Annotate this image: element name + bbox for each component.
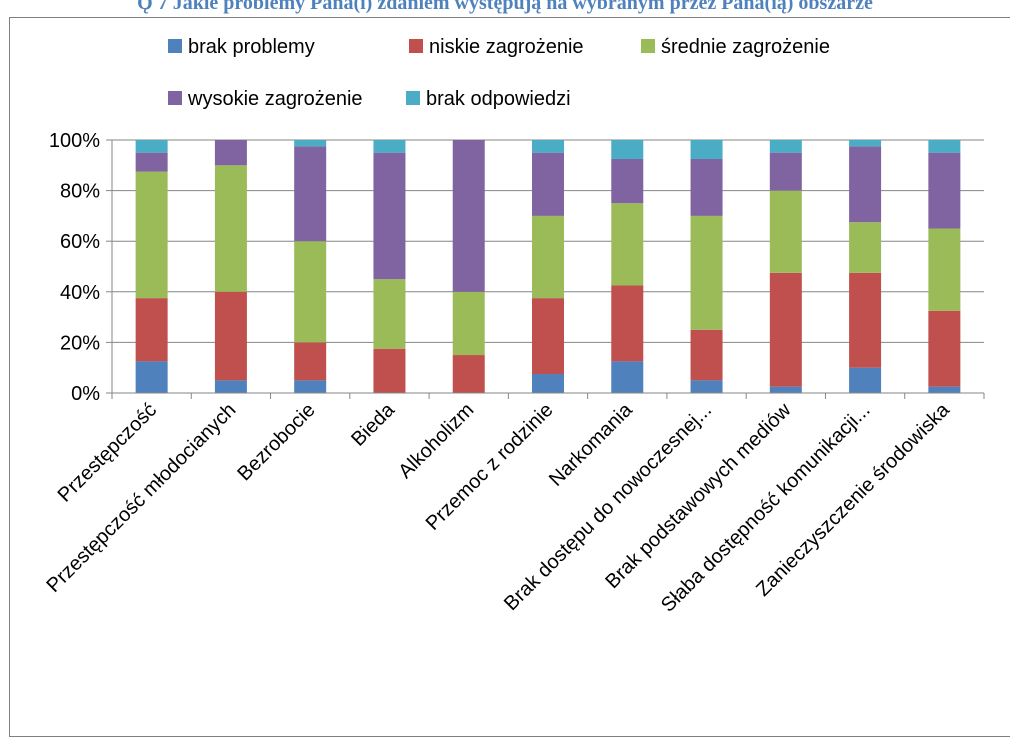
bar-segment <box>452 140 485 292</box>
y-tick-labels: 0% 20% 40% 60% 80% 100% <box>49 130 100 405</box>
bar-segment <box>611 361 644 393</box>
bar-segment <box>214 291 247 381</box>
bar-segment <box>849 140 882 147</box>
y-tick-label: 100% <box>49 130 100 152</box>
bar-segment <box>294 241 327 343</box>
legend-label: średnie zagrożenie <box>661 36 830 58</box>
y-tick-label: 20% <box>60 332 100 354</box>
y-tick-label: 60% <box>60 231 100 253</box>
legend-label: brak odpowiedzi <box>426 88 571 110</box>
bar-segment <box>214 165 247 292</box>
bar-segment <box>690 380 723 393</box>
bar-segment <box>135 140 168 153</box>
bar-segment <box>135 171 168 299</box>
bar-segment <box>611 158 644 204</box>
legend-label: brak problemy <box>188 36 315 58</box>
bar-segment <box>928 386 961 393</box>
bar-segment <box>373 348 406 393</box>
bar-segment <box>532 298 564 375</box>
y-tick-label: 40% <box>60 282 100 304</box>
y-tick-label: 0% <box>71 383 100 405</box>
legend-swatch <box>641 39 655 53</box>
bar-segment <box>928 140 961 153</box>
bar-segment <box>690 140 723 159</box>
bar-segment <box>532 140 564 153</box>
x-tick-label: Bezrobocie <box>233 399 319 485</box>
bar-segment <box>532 152 564 216</box>
bar-segment <box>294 380 327 393</box>
bar-segment <box>690 329 723 381</box>
bar-segment <box>690 158 723 216</box>
bar-segment <box>373 152 406 280</box>
bar-segment <box>294 146 327 242</box>
x-tick-label: Alkoholizm <box>394 399 478 483</box>
bar-segment <box>294 140 327 147</box>
bar-segment <box>214 380 247 393</box>
bar-segment <box>690 215 723 330</box>
page-title: Ǫ 7 Jakie problemy Pana(i) zdaniem wystę… <box>137 0 873 14</box>
legend-swatch <box>406 91 420 105</box>
chart-svg: 0% 20% 40% 60% 80% 100% PrzestępczośćPrzestęp… <box>43 36 985 617</box>
legend-swatch <box>168 91 182 105</box>
legend-label: niskie zagrożenie <box>429 36 584 58</box>
bar-segment <box>928 310 961 387</box>
bar-segment <box>611 203 644 286</box>
bar-segment <box>532 374 564 393</box>
bar-segment <box>849 222 882 273</box>
bar-segment <box>214 140 247 166</box>
bar-segment <box>532 215 564 299</box>
legend: brak problemy niskie zagrożenie średnie za… <box>168 36 830 110</box>
bar-segment <box>294 342 327 381</box>
bar-segment <box>769 140 802 153</box>
bar-segment <box>769 152 802 191</box>
bar-segment <box>928 152 961 229</box>
bar-segment <box>611 285 644 362</box>
bar-segment <box>373 140 406 153</box>
bar-segment <box>611 140 644 159</box>
bars <box>135 140 961 393</box>
bar-segment <box>452 291 485 356</box>
x-tick-label: Bieda <box>347 398 399 450</box>
bar-segment <box>452 355 485 393</box>
bar-segment <box>849 367 882 393</box>
bar-segment <box>769 190 802 273</box>
y-tick-label: 80% <box>60 181 100 203</box>
bar-segment <box>135 152 168 172</box>
bar-segment <box>849 272 882 368</box>
legend-swatch <box>168 39 182 53</box>
axes <box>111 140 985 399</box>
bar-segment <box>135 361 168 393</box>
bar-segment <box>849 146 882 223</box>
legend-label: wysokie zagrożenie <box>187 88 363 110</box>
legend-swatch <box>409 39 423 53</box>
bar-segment <box>135 298 168 362</box>
bar-segment <box>928 228 961 311</box>
bar-segment <box>769 386 802 393</box>
bar-segment <box>373 279 406 349</box>
bar-segment <box>769 272 802 387</box>
